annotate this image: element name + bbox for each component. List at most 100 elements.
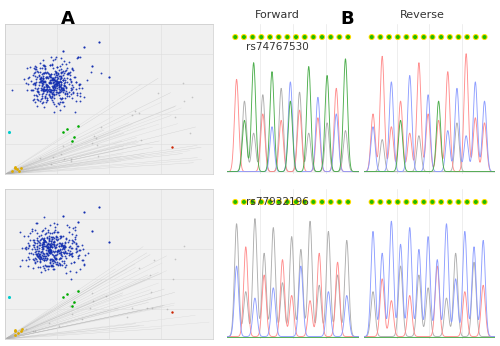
Point [54,80,62,85]
Point [46,73,54,78]
Point [58,242,66,247]
Point [47,243,55,248]
Point [60,82,68,88]
Point [34,96,42,102]
Point [58,68,66,74]
Point [60,48,68,54]
Point [49,252,57,257]
Point [53,82,61,88]
Point [52,89,60,94]
Point [36,78,44,83]
Point [59,89,67,95]
Point [32,244,40,249]
Circle shape [440,201,442,203]
Point [62,235,70,240]
Point [49,155,57,160]
Point [43,84,51,90]
Point [36,79,44,85]
Point [62,88,70,94]
Point [33,230,41,236]
Point [22,257,30,262]
Point [47,249,55,255]
Point [170,115,178,120]
Point [44,250,52,256]
Point [54,79,62,85]
Point [46,244,54,249]
Point [16,263,24,269]
Point [57,249,65,255]
Point [27,87,35,92]
Point [42,264,50,269]
Point [88,228,96,234]
Point [62,239,70,244]
Point [48,89,56,94]
Point [188,94,196,99]
Point [56,96,64,102]
Point [54,252,62,257]
Point [61,244,69,249]
Point [18,258,26,263]
Point [20,233,28,239]
Point [48,81,56,86]
Point [36,69,44,75]
Point [30,265,38,270]
Point [50,88,58,93]
Point [44,74,52,80]
Point [36,254,44,260]
Point [54,235,62,240]
Point [36,76,44,82]
Point [45,86,53,91]
Point [49,80,57,86]
Point [34,86,42,91]
Point [56,92,64,97]
Point [80,209,88,215]
Point [58,62,66,67]
Point [31,260,39,265]
Point [58,151,66,157]
Point [59,77,67,83]
Circle shape [474,201,477,203]
Point [48,263,56,268]
Point [38,81,46,86]
Point [11,327,19,333]
Point [48,78,56,83]
Point [73,243,81,249]
Point [43,95,51,100]
Point [74,219,82,225]
Point [43,84,51,90]
Point [44,244,52,249]
Circle shape [422,35,426,39]
Point [70,224,78,230]
Point [54,90,62,96]
Point [80,44,88,49]
Circle shape [268,36,272,38]
Point [42,74,50,80]
Point [38,75,46,81]
Point [34,97,42,102]
Point [48,91,56,97]
Point [52,255,60,261]
Point [52,76,60,82]
Point [94,154,102,159]
Point [46,79,54,85]
Circle shape [330,201,332,203]
Point [40,238,48,243]
Point [42,87,50,93]
Point [40,86,48,92]
Point [83,78,91,83]
Circle shape [337,35,342,39]
Point [48,78,56,83]
Point [58,246,66,251]
Point [32,63,40,69]
Point [74,54,82,60]
Point [52,256,60,262]
Point [52,252,60,258]
Point [63,222,71,227]
Point [45,238,53,244]
Point [22,244,30,250]
Circle shape [396,35,400,39]
Point [50,82,58,88]
Point [60,246,68,252]
Point [42,67,50,72]
Point [46,80,54,85]
